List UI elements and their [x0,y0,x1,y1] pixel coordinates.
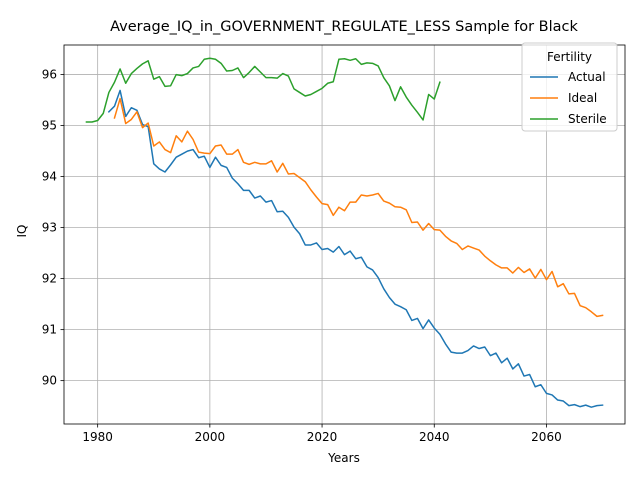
legend-label-actual: Actual [568,70,606,84]
legend-title: Fertility [547,50,592,64]
legend-box [521,42,618,132]
legend-label-ideal: Ideal [568,91,597,105]
y-tick-label: 93 [42,221,57,235]
plot-frame [63,44,626,425]
x-tick-label: 2000 [195,430,226,444]
x-axis: 1980 2000 2020 2040 2060 [82,424,562,444]
x-tick-label: 1980 [82,430,113,444]
series-line-actual [107,89,604,408]
y-tick-label: 94 [42,170,57,184]
x-tick-label: 2020 [307,430,338,444]
series-line-ideal [113,97,604,318]
y-tick-label: 92 [42,272,57,286]
series-layer [85,57,604,408]
x-axis-label: Years [327,451,360,465]
y-axis-label: IQ [15,225,29,238]
series-line-sterile [85,57,441,123]
legend: Fertility Actual Ideal Sterile [521,42,618,132]
y-tick-label: 96 [42,68,57,82]
y-tick-label: 95 [42,119,57,133]
x-tick-label: 2040 [419,430,450,444]
x-tick-label: 2060 [531,430,562,444]
y-tick-label: 91 [42,323,57,337]
chart-title: Average_IQ_in_GOVERNMENT_REGULATE_LESS S… [110,19,578,35]
legend-label-sterile: Sterile [568,112,607,126]
y-axis: 90 91 92 93 94 95 96 [42,68,64,388]
y-tick-label: 90 [42,374,57,388]
